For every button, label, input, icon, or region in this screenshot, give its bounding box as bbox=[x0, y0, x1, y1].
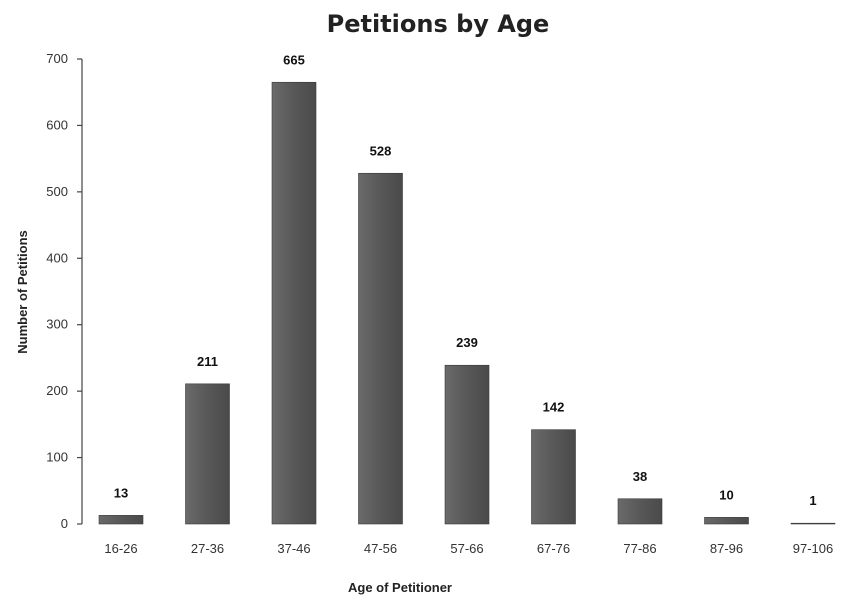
x-tick-label: 16-26 bbox=[104, 541, 137, 556]
chart-title: Petitions by Age bbox=[327, 10, 550, 38]
y-tick-label: 300 bbox=[46, 317, 68, 332]
y-tick-label: 100 bbox=[46, 450, 68, 465]
x-tick-label: 67-76 bbox=[537, 541, 570, 556]
y-tick-label: 700 bbox=[46, 51, 68, 66]
y-tick-label: 500 bbox=[46, 184, 68, 199]
x-tick-label: 97-106 bbox=[793, 541, 833, 556]
bar-37-46 bbox=[271, 81, 317, 525]
data-label: 211 bbox=[197, 354, 218, 369]
bar-87-96 bbox=[704, 517, 749, 525]
bar-97-106 bbox=[790, 522, 836, 525]
y-tick-label: 200 bbox=[46, 383, 68, 398]
data-label: 528 bbox=[370, 143, 392, 158]
x-tick-label: 87-96 bbox=[710, 541, 743, 556]
data-label: 10 bbox=[719, 487, 733, 502]
bars: 13 211 665 528 239 142 38 10 1 bbox=[98, 52, 836, 525]
x-tick-label: 77-86 bbox=[623, 541, 656, 556]
x-axis: 16-26 27-36 37-46 47-56 57-66 67-76 77-86 87-96… bbox=[104, 541, 833, 556]
bar-16-26 bbox=[98, 515, 144, 525]
data-label: 239 bbox=[456, 335, 478, 350]
data-label: 1 bbox=[809, 493, 816, 508]
y-axis-title: Number of Petitions bbox=[15, 230, 30, 354]
bar-57-66 bbox=[444, 364, 490, 525]
y-tick-label: 600 bbox=[46, 117, 68, 132]
y-tick-label: 0 bbox=[61, 516, 68, 531]
x-tick-label: 47-56 bbox=[364, 541, 397, 556]
y-tick-label: 400 bbox=[46, 250, 68, 265]
x-tick-label: 27-36 bbox=[191, 541, 224, 556]
bar-77-86 bbox=[617, 498, 663, 525]
data-label: 142 bbox=[543, 400, 565, 415]
bar-47-56 bbox=[358, 172, 403, 525]
x-tick-label: 37-46 bbox=[277, 541, 310, 556]
data-label: 38 bbox=[633, 469, 647, 484]
bar-67-76 bbox=[531, 429, 576, 525]
bar-27-36 bbox=[185, 383, 230, 525]
y-axis: 0 100 200 300 400 500 600 700 bbox=[46, 51, 83, 531]
data-label: 665 bbox=[283, 52, 305, 67]
data-label: 13 bbox=[114, 485, 128, 500]
x-tick-label: 57-66 bbox=[450, 541, 483, 556]
x-axis-title: Age of Petitioner bbox=[348, 580, 452, 595]
